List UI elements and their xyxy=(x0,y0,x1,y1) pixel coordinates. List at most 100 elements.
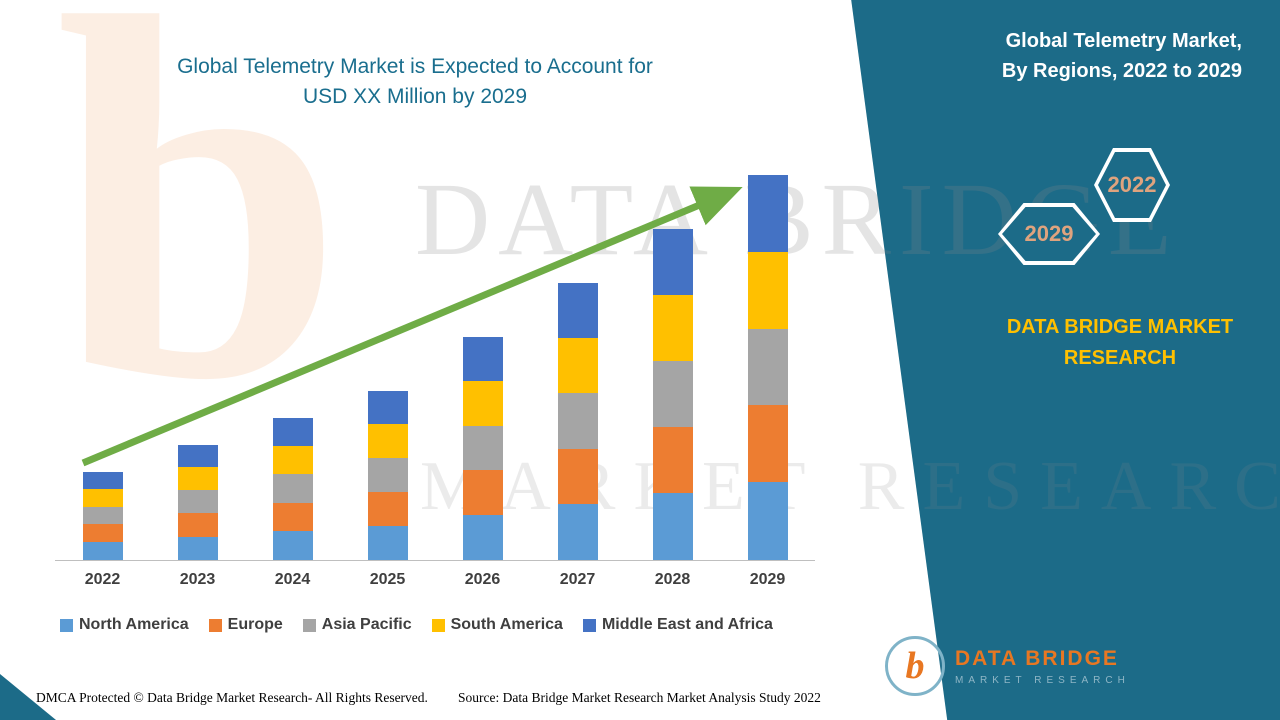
bar-segment-south-america-2022 xyxy=(82,488,123,507)
bar-segment-asia-pacific-2026 xyxy=(462,425,503,471)
bar-segment-south-america-2028 xyxy=(652,294,693,362)
bar-segment-north-america-2027 xyxy=(557,504,598,560)
legend: North America Europe Asia Pacific South Ame… xyxy=(60,616,773,634)
bar-segment-middle-east-and-africa-2024 xyxy=(272,417,313,446)
x-axis-label-2024: 2024 xyxy=(274,571,311,588)
bar-column-2023 xyxy=(150,165,245,560)
bar-segment-europe-2027 xyxy=(557,448,598,505)
hexagon-2029-label: 2029 xyxy=(1024,221,1074,246)
bar-segment-europe-2029 xyxy=(747,405,788,483)
bar-stack-2028 xyxy=(652,229,693,560)
bar-stack-2026 xyxy=(462,336,503,560)
bar-stack-2022 xyxy=(82,471,123,560)
bar-stack-2027 xyxy=(557,282,598,560)
logo-text: DATA BRIDGE MARKET RESEARCH xyxy=(955,647,1130,686)
bar-column-2026 xyxy=(435,165,530,560)
bar-segment-south-america-2025 xyxy=(367,424,408,458)
x-axis-label-2023: 2023 xyxy=(179,571,216,588)
bar-segment-asia-pacific-2022 xyxy=(82,506,123,525)
bar-segment-europe-2023 xyxy=(177,513,218,537)
bar-segment-north-america-2026 xyxy=(462,515,503,560)
bar-column-2022 xyxy=(55,165,150,560)
bar-segment-south-america-2026 xyxy=(462,380,503,426)
x-axis-label-2027: 2027 xyxy=(559,571,596,588)
legend-item-middle-east-and-africa: Middle East and Africa xyxy=(582,616,773,634)
bar-column-2024 xyxy=(245,165,340,560)
legend-label-europe: Europe xyxy=(227,616,283,633)
bar-segment-north-america-2024 xyxy=(272,531,313,560)
bar-segment-middle-east-and-africa-2029 xyxy=(747,175,788,253)
bar-segment-north-america-2025 xyxy=(367,525,408,560)
legend-swatch-asia-pacific xyxy=(302,618,316,632)
legend-swatch-middle-east-and-africa xyxy=(582,618,596,632)
legend-swatch-europe xyxy=(208,618,222,632)
bar-stack-2024 xyxy=(272,417,313,560)
panel-heading-line1: Global Telemetry Market, xyxy=(1005,30,1242,52)
footer-source-text: Source: Data Bridge Market Research Mark… xyxy=(458,690,821,705)
chart-title-line2: USD XX Million by 2029 xyxy=(302,85,528,109)
bar-segment-north-america-2023 xyxy=(177,536,218,560)
legend-item-north-america: North America xyxy=(60,616,189,634)
bar-segment-middle-east-and-africa-2023 xyxy=(177,444,218,468)
bar-segment-europe-2022 xyxy=(82,524,123,542)
bar-column-2025 xyxy=(340,165,435,560)
bar-segment-south-america-2023 xyxy=(177,467,218,491)
bar-segment-europe-2024 xyxy=(272,502,313,532)
bar-segment-middle-east-and-africa-2027 xyxy=(557,282,598,339)
x-axis-label-2025: 2025 xyxy=(369,571,406,588)
bar-column-2029 xyxy=(720,165,815,560)
hexagon-2022-label: 2022 xyxy=(1107,172,1157,197)
footer-dmca-text: DMCA Protected © Data Bridge Market Rese… xyxy=(36,690,428,705)
bar-segment-europe-2028 xyxy=(652,427,693,494)
panel-heading-line2: By Regions, 2022 to 2029 xyxy=(1001,60,1242,82)
bar-segment-middle-east-and-africa-2022 xyxy=(82,471,123,489)
footer: DMCA Protected © Data Bridge Market Rese… xyxy=(0,680,860,720)
bar-chart-area: 2022 2023 2024 2025 2026 2027 2028 2029 xyxy=(55,165,815,597)
legend-label-middle-east-and-africa: Middle East and Africa xyxy=(601,616,773,633)
legend-label-asia-pacific: Asia Pacific xyxy=(321,616,412,633)
x-axis-label-2028: 2028 xyxy=(654,571,691,588)
legend-item-europe: Europe xyxy=(208,616,283,634)
legend-item-asia-pacific: Asia Pacific xyxy=(302,616,412,634)
bar-segment-asia-pacific-2024 xyxy=(272,474,313,503)
bar-segment-asia-pacific-2028 xyxy=(652,361,693,428)
bar-column-2028 xyxy=(625,165,720,560)
legend-label-south-america: South America xyxy=(450,616,563,633)
logo-name: DATA BRIDGE xyxy=(955,646,1119,670)
bar-segment-middle-east-and-africa-2025 xyxy=(367,390,408,425)
bars-row xyxy=(55,165,815,561)
legend-item-south-america: South America xyxy=(431,616,563,634)
bar-segment-north-america-2029 xyxy=(747,482,788,560)
bar-column-2027 xyxy=(530,165,625,560)
logo-subtitle: MARKET RESEARCH xyxy=(955,674,1130,686)
bar-segment-north-america-2028 xyxy=(652,493,693,560)
bar-segment-south-america-2029 xyxy=(747,252,788,330)
bar-segment-asia-pacific-2025 xyxy=(367,457,408,492)
bar-segment-south-america-2024 xyxy=(272,445,313,475)
bar-segment-asia-pacific-2023 xyxy=(177,490,218,514)
bar-stack-2025 xyxy=(367,390,408,560)
panel-heading: Global Telemetry Market, By Regions, 202… xyxy=(940,26,1242,86)
bar-segment-asia-pacific-2027 xyxy=(557,393,598,449)
chart-title-line1: Global Telemetry Market is Expected to A… xyxy=(177,55,653,78)
chart-title: Global Telemetry Market is Expected to A… xyxy=(70,52,760,113)
legend-swatch-south-america xyxy=(431,618,445,632)
bar-segment-north-america-2022 xyxy=(82,541,123,560)
bar-segment-middle-east-and-africa-2028 xyxy=(652,229,693,295)
bar-stack-2029 xyxy=(747,175,788,560)
logo-mark-icon: b xyxy=(885,636,945,696)
bar-segment-europe-2026 xyxy=(462,470,503,515)
bar-stack-2023 xyxy=(177,444,218,560)
brand-text: DATA BRIDGE MARKET RESEARCH xyxy=(1006,316,1234,369)
x-axis-label-2026: 2026 xyxy=(464,571,501,588)
x-axis-label-2029: 2029 xyxy=(749,571,786,588)
legend-swatch-north-america xyxy=(60,618,73,632)
bar-segment-europe-2025 xyxy=(367,491,408,526)
bar-segment-middle-east-and-africa-2026 xyxy=(462,336,503,381)
bar-segment-asia-pacific-2029 xyxy=(747,329,788,406)
hexagon-2022-inner xyxy=(1098,152,1166,218)
company-logo: b DATA BRIDGE MARKET RESEARCH xyxy=(885,636,1130,696)
bar-segment-south-america-2027 xyxy=(557,338,598,394)
legend-label-north-america: North America xyxy=(79,616,189,633)
